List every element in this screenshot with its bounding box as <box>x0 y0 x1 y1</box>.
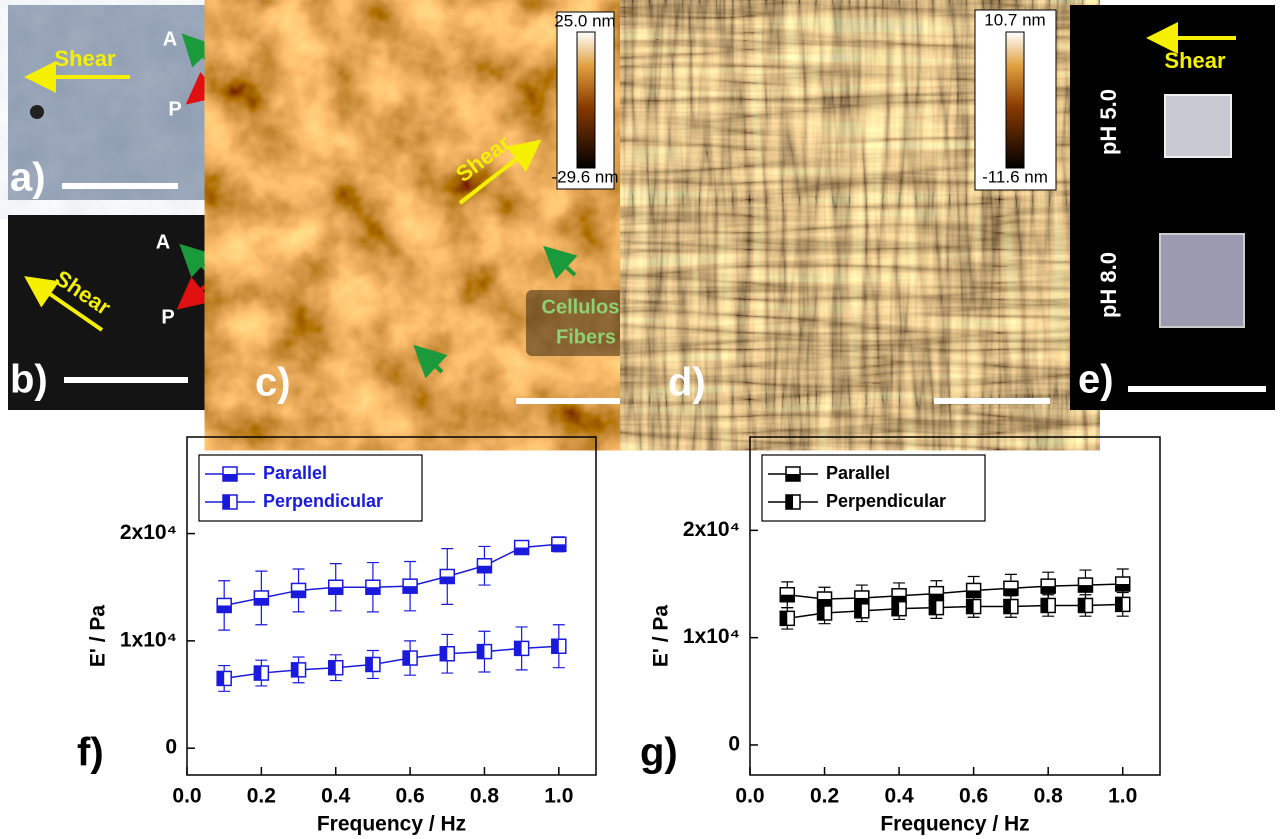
x-tick-label: 1.0 <box>544 785 573 808</box>
marker-fill <box>552 639 559 653</box>
y-tick-label: 0 <box>165 736 177 759</box>
legend-label: Parallel <box>826 463 890 483</box>
panel-a: Shear A P a) <box>8 5 233 200</box>
marker-fill <box>223 474 237 481</box>
marker-fill <box>1116 597 1123 611</box>
marker-fill <box>403 586 417 593</box>
x-tick-label: 0.8 <box>470 785 500 808</box>
series-line <box>787 584 1122 599</box>
marker-fill <box>366 657 373 671</box>
x-tick-label: 1.0 <box>1108 785 1137 808</box>
marker-fill <box>818 606 825 620</box>
marker-fill <box>477 645 484 659</box>
y-axis-label: E' / Pa <box>650 605 673 668</box>
marker-fill <box>1078 598 1085 612</box>
shear-label: Shear <box>1164 48 1226 73</box>
marker-fill <box>217 671 224 685</box>
x-tick-label: 0.0 <box>172 785 201 808</box>
panel-label: b) <box>10 358 48 402</box>
y-axis-label: E' / Pa <box>87 605 110 668</box>
x-tick-label: 0.2 <box>810 785 839 808</box>
panel-c: 25.0 nm -29.6 nm Shear Cellulose Fibers … <box>245 5 648 410</box>
shear-label: Shear <box>54 46 116 71</box>
marker-fill <box>366 587 380 594</box>
marker-fill <box>477 566 491 573</box>
x-tick-label: 0.4 <box>321 785 351 808</box>
panel-label: c) <box>255 361 291 405</box>
marker-fill <box>254 666 261 680</box>
marker-fill <box>967 600 974 614</box>
x-tick-label: 0.4 <box>884 785 914 808</box>
marker-fill <box>1116 584 1130 591</box>
sample-label: pH 8.0 <box>1096 252 1121 318</box>
x-tick-label: 0.6 <box>959 785 988 808</box>
series-line <box>787 604 1122 618</box>
legend-label: Perpendicular <box>263 491 383 511</box>
marker-fill <box>1004 588 1018 595</box>
marker-fill <box>515 641 522 655</box>
panel-label: a) <box>10 156 46 200</box>
y-tick-label: 2x10⁴ <box>120 521 177 544</box>
panel-d: 10.7 nm -11.6 nm d) <box>660 5 1060 410</box>
figure: Shear A P a) Shear A P b) 25.0 nm -29.6 … <box>0 0 1280 839</box>
polarizer-label: P <box>161 306 174 328</box>
y-tick-label: 0 <box>728 733 740 756</box>
annotation: Cellulose <box>542 296 631 318</box>
marker-fill <box>1041 586 1055 593</box>
x-tick-label: 0.2 <box>247 785 276 808</box>
marker-fill <box>786 495 793 509</box>
x-tick-label: 0.0 <box>735 785 764 808</box>
analyzer-label: A <box>156 231 170 253</box>
marker-fill <box>892 602 899 616</box>
panel-b: Shear A P b) <box>8 215 233 410</box>
marker-fill <box>1041 598 1048 612</box>
marker-fill <box>223 495 230 509</box>
x-tick-label: 0.8 <box>1034 785 1064 808</box>
panel-label: g) <box>640 731 678 775</box>
marker-fill <box>780 595 794 602</box>
analyzer-label: A <box>163 28 177 50</box>
marker-fill <box>403 651 410 665</box>
charts: 0.0 0.2 0.4 0.6 0.8 1.0 0 1x10⁴ 2x10⁴ Frequency /… <box>77 437 1160 836</box>
marker-fill <box>329 661 336 675</box>
legend: Parallel Perpendicular <box>199 455 422 521</box>
x-tick-label: 0.6 <box>395 785 424 808</box>
marker-fill <box>440 647 447 661</box>
legend: Parallel Perpendicular <box>762 455 985 521</box>
marker-fill <box>929 601 936 615</box>
colorbar-min: -11.6 nm <box>982 167 1048 186</box>
marker-fill <box>217 605 231 612</box>
colorbar-max: 10.7 nm <box>984 10 1045 29</box>
marker-fill <box>292 590 306 597</box>
sample-label: pH 5.0 <box>1096 89 1121 155</box>
colorbar-max: 25.0 nm <box>554 11 615 30</box>
polarizer-label: P <box>168 98 181 120</box>
panel-label: d) <box>668 361 706 405</box>
panel-label: f) <box>77 731 104 775</box>
colorbar-min: -29.6 nm <box>551 167 618 186</box>
series-line <box>224 646 559 678</box>
annotation: Fibers <box>556 326 616 348</box>
y-tick-label: 2x10⁴ <box>683 518 740 541</box>
marker-fill <box>1078 585 1092 592</box>
marker-fill <box>292 663 299 677</box>
x-axis-label: Frequency / Hz <box>317 813 466 836</box>
panel-e: Shear pH 5.0 pH 8.0 e) <box>1070 5 1275 410</box>
marker-fill <box>254 598 268 605</box>
marker-fill <box>855 604 862 618</box>
y-tick-label: 1x10⁴ <box>683 625 740 648</box>
marker-fill <box>329 587 343 594</box>
marker-fill <box>440 576 454 583</box>
x-axis-label: Frequency / Hz <box>880 813 1029 836</box>
legend-label: Parallel <box>263 463 327 483</box>
marker-fill <box>552 544 566 551</box>
panel-label: e) <box>1078 358 1114 402</box>
y-tick-label: 1x10⁴ <box>120 628 177 651</box>
legend-label: Perpendicular <box>826 491 946 511</box>
marker-fill <box>780 611 787 625</box>
marker-fill <box>515 548 529 555</box>
marker-fill <box>1004 600 1011 614</box>
marker-fill <box>786 474 800 481</box>
series-line <box>224 544 559 605</box>
